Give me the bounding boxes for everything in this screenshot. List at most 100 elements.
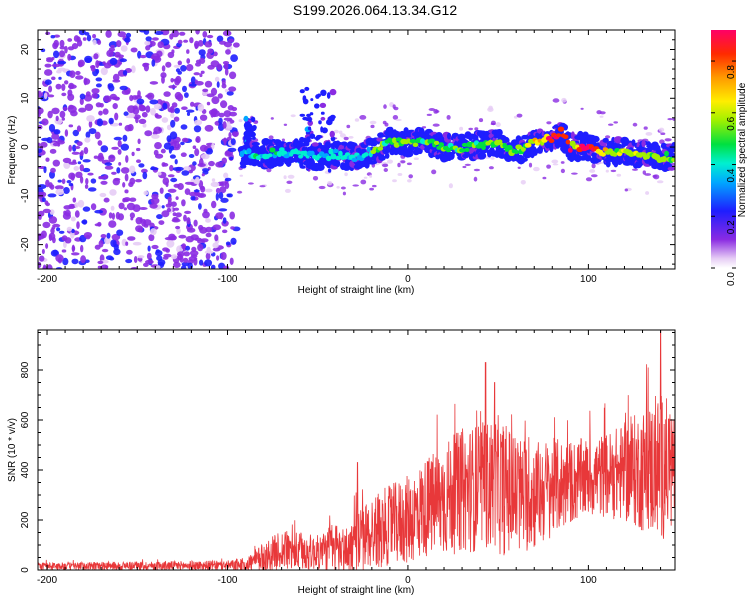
speckle-blob (384, 122, 389, 127)
noise-blob (194, 40, 200, 49)
speckle-blob (340, 186, 346, 190)
noise-blob (151, 244, 159, 250)
ridge-core (565, 139, 571, 145)
ridge-halo (605, 160, 611, 168)
noise-blob (95, 83, 102, 88)
speckle-blob (462, 165, 467, 169)
noise-blob (212, 242, 219, 249)
noise-blob (227, 193, 233, 198)
noise-blob (97, 265, 102, 269)
noise-blob (82, 206, 91, 212)
noise-blob (45, 202, 50, 207)
noise-blob (190, 101, 195, 107)
noise-blob (52, 159, 60, 167)
speckle-blob (560, 168, 566, 174)
noise-blob (59, 110, 66, 118)
noise-blob (228, 38, 235, 43)
noise-blob (56, 69, 62, 74)
noise-blob (231, 131, 238, 137)
noise-blob (61, 178, 66, 185)
speckle-blob (605, 135, 611, 139)
noise-blob (94, 209, 104, 214)
noise-blob (195, 30, 200, 35)
noise-blob (111, 212, 115, 220)
speckle-blob (605, 169, 609, 173)
noise-blob (48, 234, 53, 241)
colorbar-tick-label: 0.4 (726, 168, 737, 182)
chart-title: S199.2026.064.13.34.G12 (292, 2, 458, 18)
noise-blob (58, 230, 65, 234)
noise-blob (229, 257, 234, 265)
noise-blob (171, 49, 175, 54)
noise-blob (147, 245, 151, 252)
noise-blob (205, 148, 213, 155)
noise-blob (185, 245, 190, 251)
noise-blob (59, 45, 66, 50)
noise-blob (137, 138, 141, 145)
noise-blob (161, 205, 165, 209)
noise-blob (42, 221, 51, 229)
noise-blob (170, 78, 174, 83)
noise-blob (98, 176, 105, 180)
noise-blob (210, 110, 214, 118)
noise-blob (229, 71, 237, 80)
noise-blob (197, 103, 205, 112)
speckle-blob (474, 127, 479, 131)
band-feature-blob (302, 95, 307, 102)
noise-blob (38, 90, 42, 98)
noise-blob (162, 177, 170, 186)
speckle-blob (652, 174, 657, 178)
noise-blob (104, 162, 113, 166)
noise-blob (102, 61, 106, 65)
noise-blob (180, 65, 187, 72)
noise-blob (222, 217, 227, 224)
band-feature-blob (320, 111, 325, 115)
noise-blob (172, 212, 177, 217)
noise-blob (198, 203, 202, 210)
noise-blob (116, 229, 124, 236)
noise-blob (105, 255, 114, 260)
noise-blob (108, 154, 116, 163)
noise-blob (172, 216, 179, 222)
ridge-halo (311, 142, 319, 147)
colorbar-tick-label: 0.0 (726, 272, 737, 286)
speckle-blob (645, 132, 653, 136)
noise-blob (120, 45, 128, 52)
noise-blob (127, 236, 136, 241)
speckle-blob (342, 191, 346, 196)
noise-blob (187, 262, 193, 269)
y-tick-label: 600 (20, 411, 31, 428)
noise-blob (136, 147, 141, 152)
ridge-halo (303, 141, 310, 147)
noise-blob (201, 173, 205, 177)
noise-blob (83, 78, 91, 85)
noise-blob (188, 154, 195, 158)
noise-blob (179, 31, 186, 36)
noise-blob (224, 177, 232, 182)
noise-blob (103, 197, 110, 203)
ridge-core (328, 148, 334, 155)
ridge-halo (670, 144, 675, 151)
noise-blob (136, 159, 141, 163)
noise-blob (149, 203, 158, 209)
noise-blob (40, 141, 48, 148)
ridge-core (661, 156, 667, 162)
noise-blob (192, 145, 197, 149)
speckle-blob (348, 136, 354, 139)
ridge-halo (667, 166, 675, 171)
noise-blob (150, 107, 156, 116)
ridge-halo (496, 129, 503, 136)
noise-blob (185, 109, 195, 113)
noise-blob (99, 192, 107, 198)
speckle-blob (643, 126, 648, 130)
noise-blob (167, 188, 177, 193)
noise-blob (189, 37, 194, 44)
noise-blob (61, 235, 68, 242)
noise-blob (175, 212, 182, 218)
noise-blob (77, 161, 82, 165)
speckle-blob (259, 185, 266, 188)
noise-blob (69, 70, 76, 78)
noise-blob (44, 69, 53, 76)
noise-blob (163, 91, 171, 97)
noise-blob (193, 257, 198, 266)
